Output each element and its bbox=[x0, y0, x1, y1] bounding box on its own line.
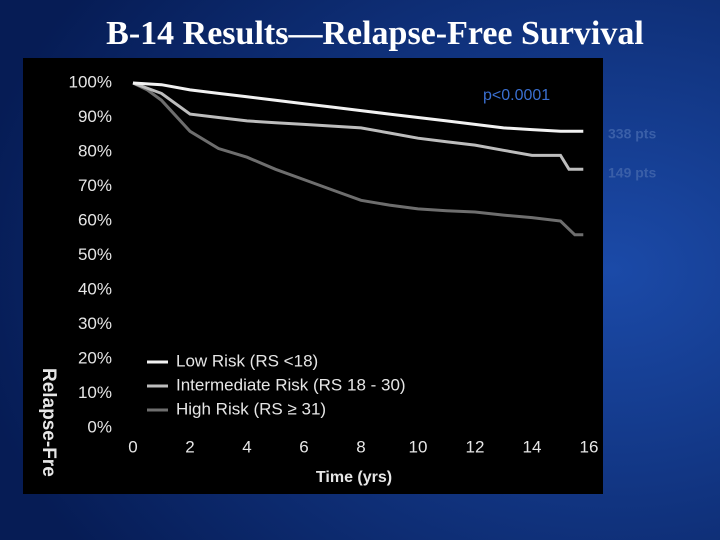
legend-label: Low Risk (RS <18) bbox=[176, 351, 318, 370]
y-tick-label: 30% bbox=[78, 314, 112, 333]
legend-label: High Risk (RS ≥ 31) bbox=[176, 399, 326, 418]
x-tick-label: 12 bbox=[466, 437, 485, 456]
y-tick-label: 90% bbox=[78, 107, 112, 126]
x-tick-label: 10 bbox=[409, 437, 428, 456]
survival-curve bbox=[132, 81, 584, 171]
y-tick-label: 70% bbox=[78, 176, 112, 195]
y-tick-label: 60% bbox=[78, 210, 112, 229]
y-tick-label: 10% bbox=[78, 383, 112, 402]
x-axis-label: Time (yrs) bbox=[316, 469, 392, 486]
y-tick-label: 0% bbox=[87, 417, 112, 436]
survival-curve bbox=[132, 81, 584, 237]
legend-label: Intermediate Risk (RS 18 - 30) bbox=[176, 375, 406, 394]
x-tick-label: 8 bbox=[356, 437, 365, 456]
annotation: 338 pts bbox=[608, 126, 656, 142]
y-tick-label: 40% bbox=[78, 279, 112, 298]
x-tick-label: 2 bbox=[185, 437, 194, 456]
plot: 0% 10% 20% 30% 40% 50% 60% 70% 80% 90% 100% 0 2 4 6 8 10… bbox=[69, 72, 599, 456]
x-tick-label: 0 bbox=[128, 437, 137, 456]
y-axis-label: Relapse-Fre bbox=[38, 368, 59, 477]
x-tick-label: 4 bbox=[242, 437, 251, 456]
survival-curve bbox=[132, 81, 584, 133]
chart-title: B-14 Results—Relapse-Free Survival bbox=[106, 15, 644, 52]
x-tick-label: 14 bbox=[523, 437, 542, 456]
y-tick-label: 80% bbox=[78, 141, 112, 160]
y-tick-label: 100% bbox=[69, 72, 112, 91]
y-tick-label: 50% bbox=[78, 245, 112, 264]
x-tick-label: 16 bbox=[580, 437, 599, 456]
y-label-group: Relapse-Fre bbox=[38, 368, 59, 477]
y-tick-label: 20% bbox=[78, 348, 112, 367]
annotation: 149 pts bbox=[608, 165, 656, 181]
chart-panel bbox=[23, 58, 603, 494]
p-value: p<0.0001 bbox=[483, 87, 550, 104]
x-tick-label: 6 bbox=[299, 437, 308, 456]
